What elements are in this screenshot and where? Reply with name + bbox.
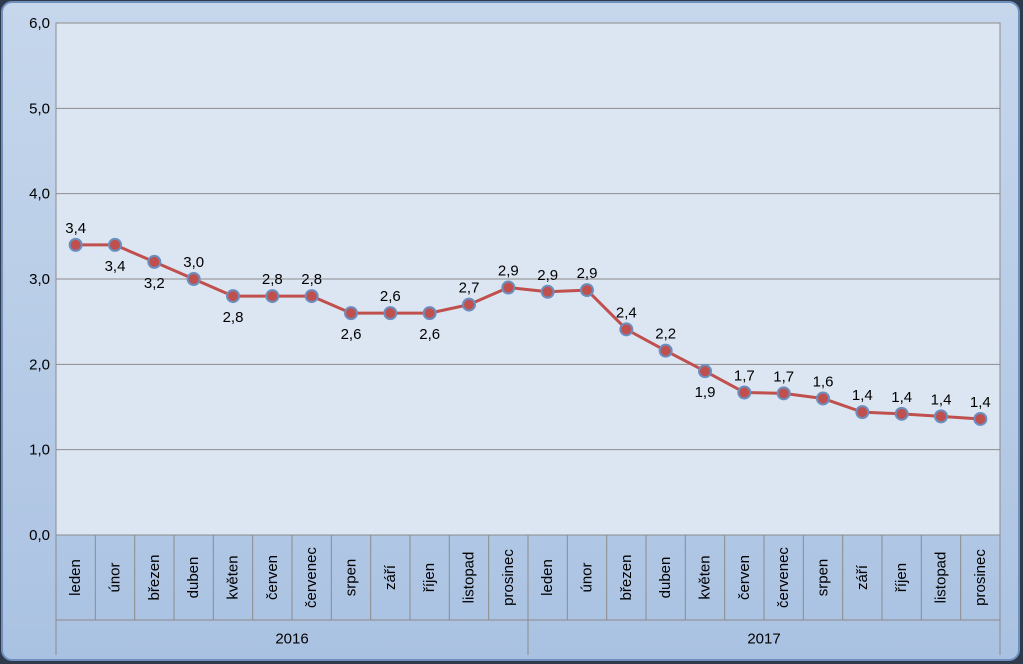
x-tick-label: srpen (815, 559, 832, 597)
data-point (108, 237, 122, 252)
data-point (68, 237, 83, 252)
data-label: 2,9 (537, 267, 558, 284)
y-tick-label: 6,0 (29, 15, 50, 32)
data-point (226, 289, 240, 304)
x-tick-label: duben (185, 557, 202, 599)
data-label: 3,4 (65, 220, 86, 237)
data-label: 2,2 (655, 326, 676, 343)
y-tick-label: 4,0 (29, 186, 50, 203)
data-label: 2,7 (459, 280, 480, 297)
x-tick-label: květen (225, 555, 242, 599)
y-tick-label: 2,0 (29, 356, 50, 373)
data-label: 2,6 (380, 288, 401, 305)
x-tick-label: červen (736, 555, 753, 600)
data-label: 2,6 (419, 326, 440, 343)
data-label: 1,6 (813, 373, 834, 390)
x-tick-label: srpen (343, 559, 360, 597)
x-tick-label: listopad (933, 552, 950, 604)
data-label: 1,4 (931, 391, 952, 408)
y-axis: 0,0 1,0 2,0 3,0 4,0 5,0 6,0 (29, 15, 50, 544)
data-point (344, 306, 358, 321)
x-tick-label: únor (107, 562, 124, 592)
x-tick-label: prosinec (972, 549, 989, 606)
x-tick-label: březen (618, 555, 635, 601)
data-point (776, 386, 791, 401)
data-point (265, 289, 280, 304)
data-point (698, 364, 712, 379)
x-tick-label: červenec (775, 547, 792, 608)
data-label: 1,9 (695, 384, 716, 401)
data-point (737, 385, 752, 400)
x-tick-label: leden (539, 559, 556, 596)
x-tick-label: září (854, 564, 871, 590)
x-tick-label: duben (657, 557, 674, 599)
data-point (540, 284, 555, 299)
data-point (934, 409, 948, 424)
data-label: 1,4 (852, 387, 873, 404)
x-tick-label: říjen (421, 563, 438, 592)
data-label: 2,9 (577, 265, 598, 282)
data-point (383, 306, 398, 321)
x-tick-label: listopad (461, 552, 478, 604)
data-label: 1,4 (891, 389, 912, 406)
data-point (973, 411, 988, 426)
gridlines (56, 22, 1000, 536)
data-label: 2,8 (262, 271, 283, 288)
series-line: 3,4 3,4 3,2 3,0 2,8 2,8 2,8 2,6 2,6 2,6 2,7 2,9 2,9 2… (65, 220, 991, 426)
data-label: 1,7 (734, 367, 755, 384)
data-label: 2,6 (341, 326, 362, 343)
data-point (186, 272, 201, 286)
x-tick-label: červen (264, 555, 281, 600)
year-label: 2017 (747, 631, 780, 648)
data-label: 3,2 (144, 275, 165, 292)
x-tick-label: červenec (303, 547, 320, 608)
y-tick-label: 0,0 (29, 527, 50, 544)
y-tick-label: 3,0 (29, 271, 50, 288)
x-tick-label: únor (579, 562, 596, 592)
x-tick-label: leden (67, 559, 84, 596)
data-label: 2,4 (616, 304, 637, 321)
data-point (619, 322, 634, 337)
data-label: 2,9 (498, 263, 519, 280)
data-label: 2,8 (301, 271, 322, 288)
data-label: 1,7 (773, 368, 794, 385)
data-point (147, 254, 162, 269)
y-tick-label: 5,0 (29, 100, 50, 117)
data-point (816, 391, 830, 406)
data-point (462, 297, 476, 312)
data-label: 3,4 (105, 258, 126, 275)
x-tick-label: prosinec (500, 549, 517, 606)
y-tick-label: 1,0 (29, 442, 50, 459)
data-point (422, 306, 437, 321)
data-point (304, 289, 319, 304)
x-tick-label: květen (697, 555, 714, 599)
x-tick-label: březen (146, 555, 163, 601)
data-point (501, 280, 516, 295)
year-label: 2016 (275, 631, 308, 648)
data-label: 1,4 (970, 394, 991, 411)
data-label: 2,8 (223, 309, 244, 326)
data-point (658, 343, 673, 358)
data-point (894, 406, 909, 421)
x-tick-label: září (382, 564, 399, 590)
data-point (855, 405, 870, 420)
data-point (580, 283, 594, 298)
data-label: 3,0 (183, 254, 204, 271)
x-tick-label: říjen (893, 563, 910, 592)
x-axis: leden únor březen duben květen červen červenec… (55, 23, 1001, 655)
